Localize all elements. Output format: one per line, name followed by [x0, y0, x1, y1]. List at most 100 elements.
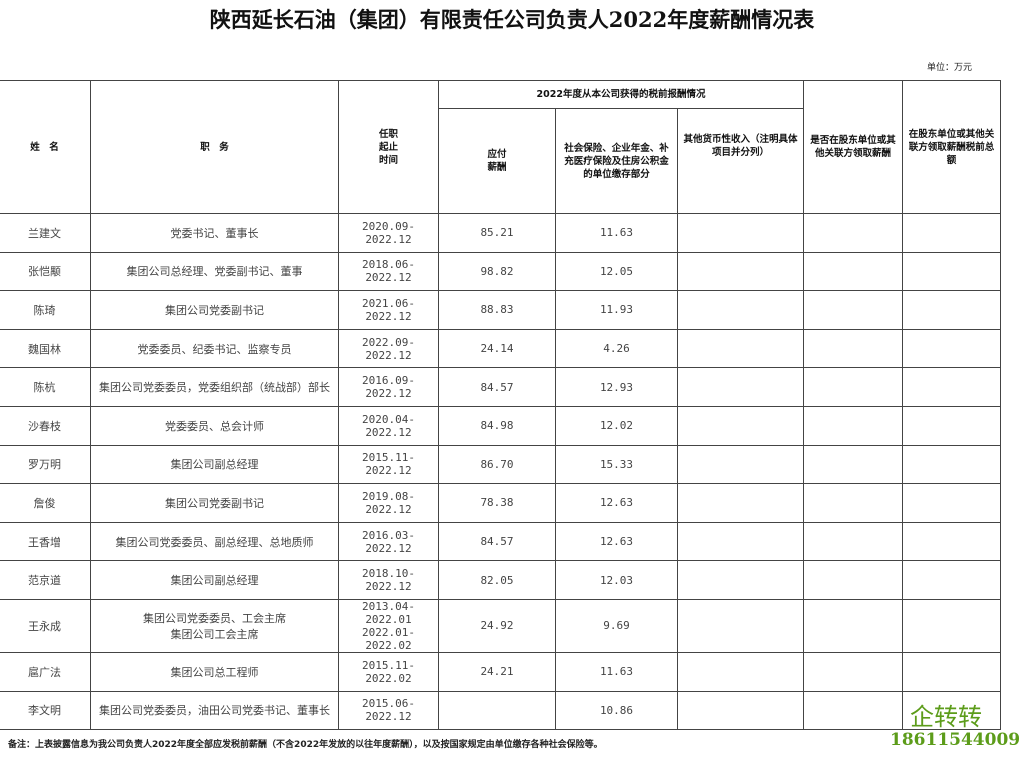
table-row: 魏国林 党委委员、纪委书记、监察专员 2022.09-2022.12 24.14 4.2…	[0, 328, 1001, 369]
table-row: 陈琦 集团公司党委副书记 2021.06-2022.12 88.83 11.93	[0, 290, 1001, 330]
cell-position: 集团公司党委委员、工会主席 集团公司工会主席	[90, 598, 339, 653]
cell-insurance: 4.26	[555, 328, 678, 369]
cell-insurance: 9.69	[555, 598, 678, 653]
header-position: 职 务	[90, 80, 339, 214]
cell-other	[677, 367, 804, 407]
cell-salary: 98.82	[438, 251, 556, 292]
cell-term: 2016.09-2022.12	[338, 367, 439, 407]
cell-related-total	[902, 690, 1001, 731]
cell-related	[803, 213, 903, 253]
cell-position: 集团公司党委委员，党委组织部（统战部）部长	[90, 367, 339, 407]
cell-related-total	[902, 521, 1001, 562]
cell-position: 集团公司总工程师	[90, 651, 339, 692]
header-name: 姓 名	[0, 80, 91, 214]
cell-related-total	[902, 251, 1001, 292]
cell-salary: 24.14	[438, 328, 556, 369]
cell-related-total	[902, 598, 1001, 653]
cell-insurance: 11.63	[555, 213, 678, 253]
cell-position: 党委委员、纪委书记、监察专员	[90, 328, 339, 369]
cell-name: 兰建文	[0, 213, 91, 253]
page-title: 陕西延长石油（集团）有限责任公司负责人2022年度薪酬情况表	[209, 7, 815, 32]
table-row: 陈杭 集团公司党委委员，党委组织部（统战部）部长 2016.09-2022.12 84…	[0, 367, 1001, 407]
cell-name: 魏国林	[0, 328, 91, 369]
cell-term: 2019.08-2022.12	[338, 483, 439, 523]
header-insurance: 社会保险、企业年金、补充医疗保险及住房公积金的单位缴存部分	[555, 108, 678, 214]
cell-related	[803, 521, 903, 562]
cell-term: 2018.10-2022.12	[338, 560, 439, 600]
cell-other	[677, 405, 804, 446]
cell-insurance: 12.93	[555, 367, 678, 407]
cell-name: 王永成	[0, 598, 91, 653]
cell-other	[677, 251, 804, 292]
cell-insurance: 11.63	[555, 651, 678, 692]
cell-related	[803, 444, 903, 485]
cell-related	[803, 483, 903, 523]
cell-related-total	[902, 405, 1001, 446]
cell-related-total	[902, 367, 1001, 407]
cell-related	[803, 651, 903, 692]
cell-salary: 86.70	[438, 444, 556, 485]
header-related: 是否在股东单位或其他关联方领取薪酬	[803, 80, 903, 214]
cell-salary: 24.92	[438, 598, 556, 653]
cell-salary: 84.57	[438, 521, 556, 562]
table-row: 詹俊 集团公司党委副书记 2019.08-2022.12 78.38 12.63	[0, 483, 1001, 523]
cell-position: 集团公司总经理、党委副书记、董事	[90, 251, 339, 292]
cell-insurance: 12.03	[555, 560, 678, 600]
cell-other	[677, 598, 804, 653]
cell-name: 张恺颙	[0, 251, 91, 292]
cell-other	[677, 213, 804, 253]
cell-position: 集团公司党委副书记	[90, 290, 339, 330]
cell-term: 2013.04-2022.01 2022.01-2022.02	[338, 598, 439, 653]
cell-insurance: 11.93	[555, 290, 678, 330]
table-row: 兰建文 党委书记、董事长 2020.09-2022.12 85.21 11.63	[0, 213, 1001, 253]
cell-salary: 85.21	[438, 213, 556, 253]
cell-other	[677, 521, 804, 562]
cell-term: 2020.04-2022.12	[338, 405, 439, 446]
cell-name: 陈琦	[0, 290, 91, 330]
cell-related-total	[902, 213, 1001, 253]
table-row: 沙春枝 党委委员、总会计师 2020.04-2022.12 84.98 12.02	[0, 405, 1001, 446]
header-related-total: 在股东单位或其他关联方领取薪酬税前总额	[902, 80, 1001, 214]
cell-related	[803, 560, 903, 600]
header-salary: 应付 薪酬	[438, 108, 556, 214]
cell-related	[803, 328, 903, 369]
cell-name: 罗万明	[0, 444, 91, 485]
cell-term: 2022.09-2022.12	[338, 328, 439, 369]
cell-salary: 88.83	[438, 290, 556, 330]
header-term: 任职 起止 时间	[338, 80, 439, 214]
table-row: 张恺颙 集团公司总经理、党委副书记、董事 2018.06-2022.12 98.82 1…	[0, 251, 1001, 292]
cell-other	[677, 328, 804, 369]
cell-related	[803, 290, 903, 330]
cell-salary: 24.21	[438, 651, 556, 692]
cell-position: 集团公司党委委员、副总经理、总地质师	[90, 521, 339, 562]
cell-term: 2020.09-2022.12	[338, 213, 439, 253]
cell-related	[803, 598, 903, 653]
table-row: 王永成 集团公司党委委员、工会主席 集团公司工会主席 2013.04-2022.01…	[0, 598, 1001, 653]
unit-label: 单位：万元	[926, 63, 972, 73]
table-row: 李文明 集团公司党委委员，油田公司党委书记、董事长 2015.06-2022.12 1…	[0, 690, 1001, 731]
cell-related	[803, 251, 903, 292]
table-row: 扈广法 集团公司总工程师 2015.11-2022.02 24.21 11.63	[0, 651, 1001, 692]
cell-salary	[438, 690, 556, 731]
cell-other	[677, 651, 804, 692]
cell-related-total	[902, 290, 1001, 330]
cell-position: 集团公司党委委员，油田公司党委书记、董事长	[90, 690, 339, 731]
cell-name: 詹俊	[0, 483, 91, 523]
cell-position: 集团公司副总经理	[90, 560, 339, 600]
cell-insurance: 12.02	[555, 405, 678, 446]
cell-salary: 78.38	[438, 483, 556, 523]
cell-insurance: 10.86	[555, 690, 678, 731]
cell-insurance: 15.33	[555, 444, 678, 485]
cell-name: 陈杭	[0, 367, 91, 407]
table-row: 王香增 集团公司党委委员、副总经理、总地质师 2016.03-2022.12 84.5…	[0, 521, 1001, 562]
cell-insurance: 12.05	[555, 251, 678, 292]
cell-salary: 82.05	[438, 560, 556, 600]
cell-related	[803, 405, 903, 446]
watermark-brand: 企转转	[910, 703, 982, 731]
cell-name: 李文明	[0, 690, 91, 731]
cell-other	[677, 483, 804, 523]
salary-table: 姓 名 职 务 任职 起止 时间 2022年度从本公司获得的税前报酬情况 是否在…	[0, 80, 1001, 731]
cell-term: 2015.11-2022.02	[338, 651, 439, 692]
cell-name: 扈广法	[0, 651, 91, 692]
table-row: 罗万明 集团公司副总经理 2015.11-2022.12 86.70 15.33	[0, 444, 1001, 485]
